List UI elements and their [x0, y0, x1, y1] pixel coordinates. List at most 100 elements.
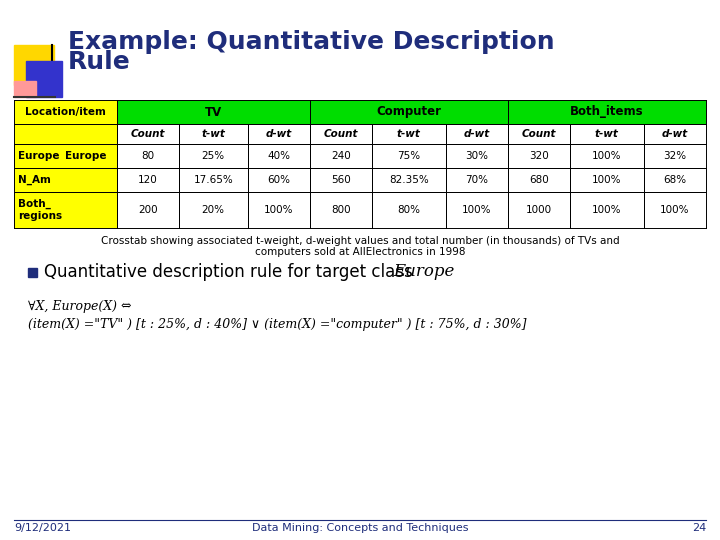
Text: Count: Count: [324, 129, 358, 139]
Text: 70%: 70%: [465, 175, 488, 185]
Bar: [14, 192, 117, 228]
Bar: [508, 100, 706, 124]
Text: 75%: 75%: [397, 151, 420, 161]
Bar: [644, 144, 706, 168]
Text: Crosstab showing associated t-weight, d-weight values and total number (in thous: Crosstab showing associated t-weight, d-…: [101, 236, 619, 246]
Bar: [117, 124, 179, 144]
Bar: [117, 144, 179, 168]
Bar: [117, 168, 179, 192]
Bar: [248, 124, 310, 144]
Text: 40%: 40%: [267, 151, 290, 161]
Bar: [117, 100, 310, 124]
Bar: [570, 144, 644, 168]
Text: 120: 120: [138, 175, 158, 185]
Bar: [570, 124, 644, 144]
Text: (item(X) ="TV" ) [t : 25%, d : 40%] ∨ (item(X) ="computer" ) [t : 75%, d : 30%]: (item(X) ="TV" ) [t : 25%, d : 40%] ∨ (i…: [28, 318, 526, 331]
Bar: [248, 192, 310, 228]
Text: Rule: Rule: [68, 50, 131, 74]
Bar: [14, 100, 117, 124]
Bar: [508, 168, 570, 192]
Text: Quantitative description rule for target class: Quantitative description rule for target…: [44, 263, 418, 281]
Bar: [372, 192, 446, 228]
Bar: [14, 124, 117, 144]
Bar: [310, 124, 372, 144]
Bar: [310, 144, 372, 168]
Bar: [508, 192, 570, 228]
Bar: [117, 192, 179, 228]
Text: 320: 320: [529, 151, 549, 161]
Text: 560: 560: [331, 175, 351, 185]
Text: 200: 200: [138, 205, 158, 215]
Bar: [179, 144, 248, 168]
Text: Count: Count: [522, 129, 557, 139]
Bar: [179, 124, 248, 144]
Text: d-wt: d-wt: [266, 129, 292, 139]
Text: 100%: 100%: [593, 205, 622, 215]
Text: 68%: 68%: [663, 175, 687, 185]
Bar: [570, 192, 644, 228]
Text: 80: 80: [141, 151, 154, 161]
Text: Location/item: Location/item: [25, 107, 106, 117]
Text: d-wt: d-wt: [464, 129, 490, 139]
Bar: [14, 144, 117, 168]
Text: computers sold at AllElectronics in 1998: computers sold at AllElectronics in 1998: [255, 247, 465, 257]
Bar: [179, 168, 248, 192]
Text: Europe: Europe: [18, 151, 60, 161]
Text: 32%: 32%: [663, 151, 687, 161]
Bar: [644, 124, 706, 144]
Text: Europe: Europe: [66, 151, 107, 161]
Text: Data Mining: Concepts and Techniques: Data Mining: Concepts and Techniques: [252, 523, 468, 533]
Bar: [446, 168, 508, 192]
Text: 1000: 1000: [526, 205, 552, 215]
Bar: [372, 144, 446, 168]
Text: t-wt: t-wt: [397, 129, 421, 139]
Bar: [310, 168, 372, 192]
Text: 9/12/2021: 9/12/2021: [14, 523, 71, 533]
Text: N_Am: N_Am: [18, 175, 51, 185]
Text: 30%: 30%: [465, 151, 488, 161]
Bar: [644, 168, 706, 192]
Text: Both_
regions: Both_ regions: [18, 199, 62, 221]
Text: Count: Count: [130, 129, 165, 139]
Bar: [26, 61, 62, 97]
Bar: [372, 168, 446, 192]
Bar: [179, 192, 248, 228]
Bar: [14, 168, 117, 192]
Text: 100%: 100%: [593, 151, 622, 161]
Text: Example: Quantitative Description: Example: Quantitative Description: [68, 30, 554, 54]
Bar: [28, 267, 37, 276]
Text: 60%: 60%: [267, 175, 290, 185]
Bar: [14, 81, 36, 97]
Bar: [248, 168, 310, 192]
Text: t-wt: t-wt: [202, 129, 225, 139]
Text: 240: 240: [331, 151, 351, 161]
Text: 82.35%: 82.35%: [389, 175, 429, 185]
Text: Europe: Europe: [394, 264, 455, 280]
Text: 24: 24: [692, 523, 706, 533]
Text: 25%: 25%: [202, 151, 225, 161]
Text: Computer: Computer: [377, 105, 441, 118]
Text: TV: TV: [204, 105, 222, 118]
Text: 80%: 80%: [397, 205, 420, 215]
Text: 100%: 100%: [660, 205, 690, 215]
Bar: [644, 192, 706, 228]
Text: Both_items: Both_items: [570, 105, 644, 118]
Bar: [508, 144, 570, 168]
Bar: [446, 124, 508, 144]
Bar: [508, 124, 570, 144]
Bar: [446, 144, 508, 168]
Text: d-wt: d-wt: [662, 129, 688, 139]
Text: t-wt: t-wt: [595, 129, 619, 139]
Text: 20%: 20%: [202, 205, 225, 215]
Text: 17.65%: 17.65%: [194, 175, 233, 185]
Text: ∀X, Europe(X) ⇔: ∀X, Europe(X) ⇔: [28, 300, 132, 313]
Bar: [446, 192, 508, 228]
Bar: [310, 192, 372, 228]
Text: 100%: 100%: [264, 205, 294, 215]
Bar: [248, 144, 310, 168]
Bar: [372, 124, 446, 144]
Bar: [310, 100, 508, 124]
Text: 100%: 100%: [593, 175, 622, 185]
Bar: [14, 45, 54, 85]
Text: 800: 800: [331, 205, 351, 215]
